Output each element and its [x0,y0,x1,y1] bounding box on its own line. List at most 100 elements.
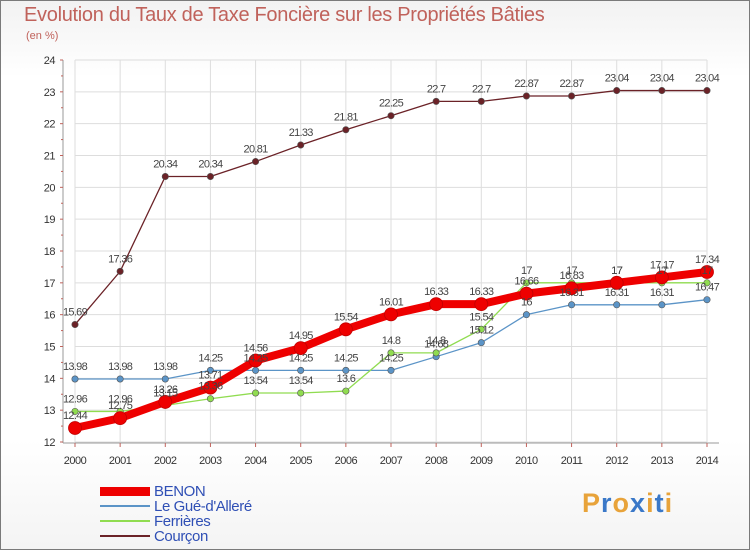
data-label: 13.71 [198,370,223,382]
data-point [519,286,534,301]
data-point [342,387,350,395]
data-label: 17.36 [108,253,133,265]
data-point [703,87,711,95]
y-tick-label: 24 [44,55,56,67]
data-label: 13.98 [153,361,178,373]
x-tick-label: 2002 [154,455,177,467]
data-point [206,366,214,374]
data-label: 17 [611,265,622,277]
data-label: 16.33 [424,286,449,298]
data-label: 16.31 [560,287,585,299]
data-point [71,407,79,415]
x-tick-label: 2007 [380,455,403,467]
data-label: 13.54 [289,375,314,387]
y-tick-label: 17 [44,278,56,290]
data-point [293,341,308,355]
data-point [477,325,485,333]
data-label: 21.81 [334,112,359,124]
data-label: 14.25 [198,352,223,364]
data-point [116,375,124,383]
logo-letter: t [654,488,665,518]
data-point [252,158,260,166]
data-label: 14.25 [289,352,314,364]
data-label: 12.75 [108,400,133,412]
data-point [613,301,621,309]
series-benon [68,265,714,435]
data-label: 21.33 [289,127,314,139]
legend-label: Le Gué-d'Alleré [154,498,252,515]
x-tick-label: 2011 [561,455,583,467]
data-point [522,311,530,319]
x-tick-label: 2001 [109,455,132,467]
data-point [161,173,169,181]
data-point [658,87,666,95]
data-label: 15.12 [469,325,494,337]
data-label: 14.8 [382,335,401,347]
legend-swatch [100,505,150,507]
data-point [700,265,714,279]
x-tick-label: 2003 [199,455,222,467]
data-point [297,366,305,374]
data-label: 15.69 [63,307,88,319]
x-tick-label: 2004 [244,455,267,467]
data-point [71,375,79,383]
data-point [609,275,624,290]
data-point [68,421,82,435]
data-labels: 12.44 12.75 13.26 13.71 14.56 14.95 15.54 16.01… [63,73,720,422]
data-label: 16 [521,297,532,309]
data-point [342,126,350,134]
x-tick-label: 2014 [696,455,719,467]
data-point [429,297,444,312]
data-point [432,349,440,357]
data-point [477,339,485,347]
y-tick-label: 20 [44,182,56,194]
y-tick-label: 19 [44,214,56,226]
data-point [522,279,530,287]
data-label: 13.36 [198,381,223,393]
data-label: 17 [566,265,577,277]
legend-label: BENON [154,483,206,500]
legend-swatch [100,487,150,496]
data-label: 17 [521,265,532,277]
data-label: 22.87 [514,78,539,90]
data-label: 13.26 [153,384,178,396]
x-tick-label: 2009 [470,455,493,467]
logo-letter: r [601,488,613,518]
y-tick-label: 14 [44,373,56,385]
data-point [703,279,711,287]
data-point [342,366,350,374]
data-label: 14.95 [289,330,314,342]
data-label: 13.98 [108,361,133,373]
data-point [113,411,128,426]
y-tick-label: 18 [44,246,56,258]
data-label: 15.54 [334,311,359,323]
data-label: 22.7 [427,83,446,95]
data-label: 12.44 [63,410,88,422]
data-label: 22.25 [379,98,404,110]
data-point [203,380,218,395]
y-tick-label: 12 [44,437,56,449]
logo-letter: i [646,488,655,518]
data-point [206,173,214,181]
data-point [206,395,214,403]
y-axis-unit-label: (en %) [26,30,59,42]
legend-label: Courçon [154,528,208,545]
logo-letter: i [664,488,674,518]
data-label: 22.87 [560,78,585,90]
x-tick-label: 2000 [64,455,87,467]
data-label: 16.33 [469,286,494,298]
proxiti-logo: Proxiti [582,488,673,519]
chart-title: Evolution du Taux de Taxe Foncière sur l… [24,4,545,26]
series-le-gu-d-aller- [71,296,711,383]
data-label: 20.81 [244,144,269,156]
data-point [384,307,398,322]
x-tick-label: 2012 [605,455,628,467]
data-label: 20.34 [153,159,178,171]
data-label: 16.66 [514,276,539,288]
data-label: 16.83 [560,270,585,282]
data-point [161,375,169,383]
y-tick-label: 13 [44,405,56,417]
data-label: 13.15 [153,387,178,399]
data-point [568,92,576,100]
